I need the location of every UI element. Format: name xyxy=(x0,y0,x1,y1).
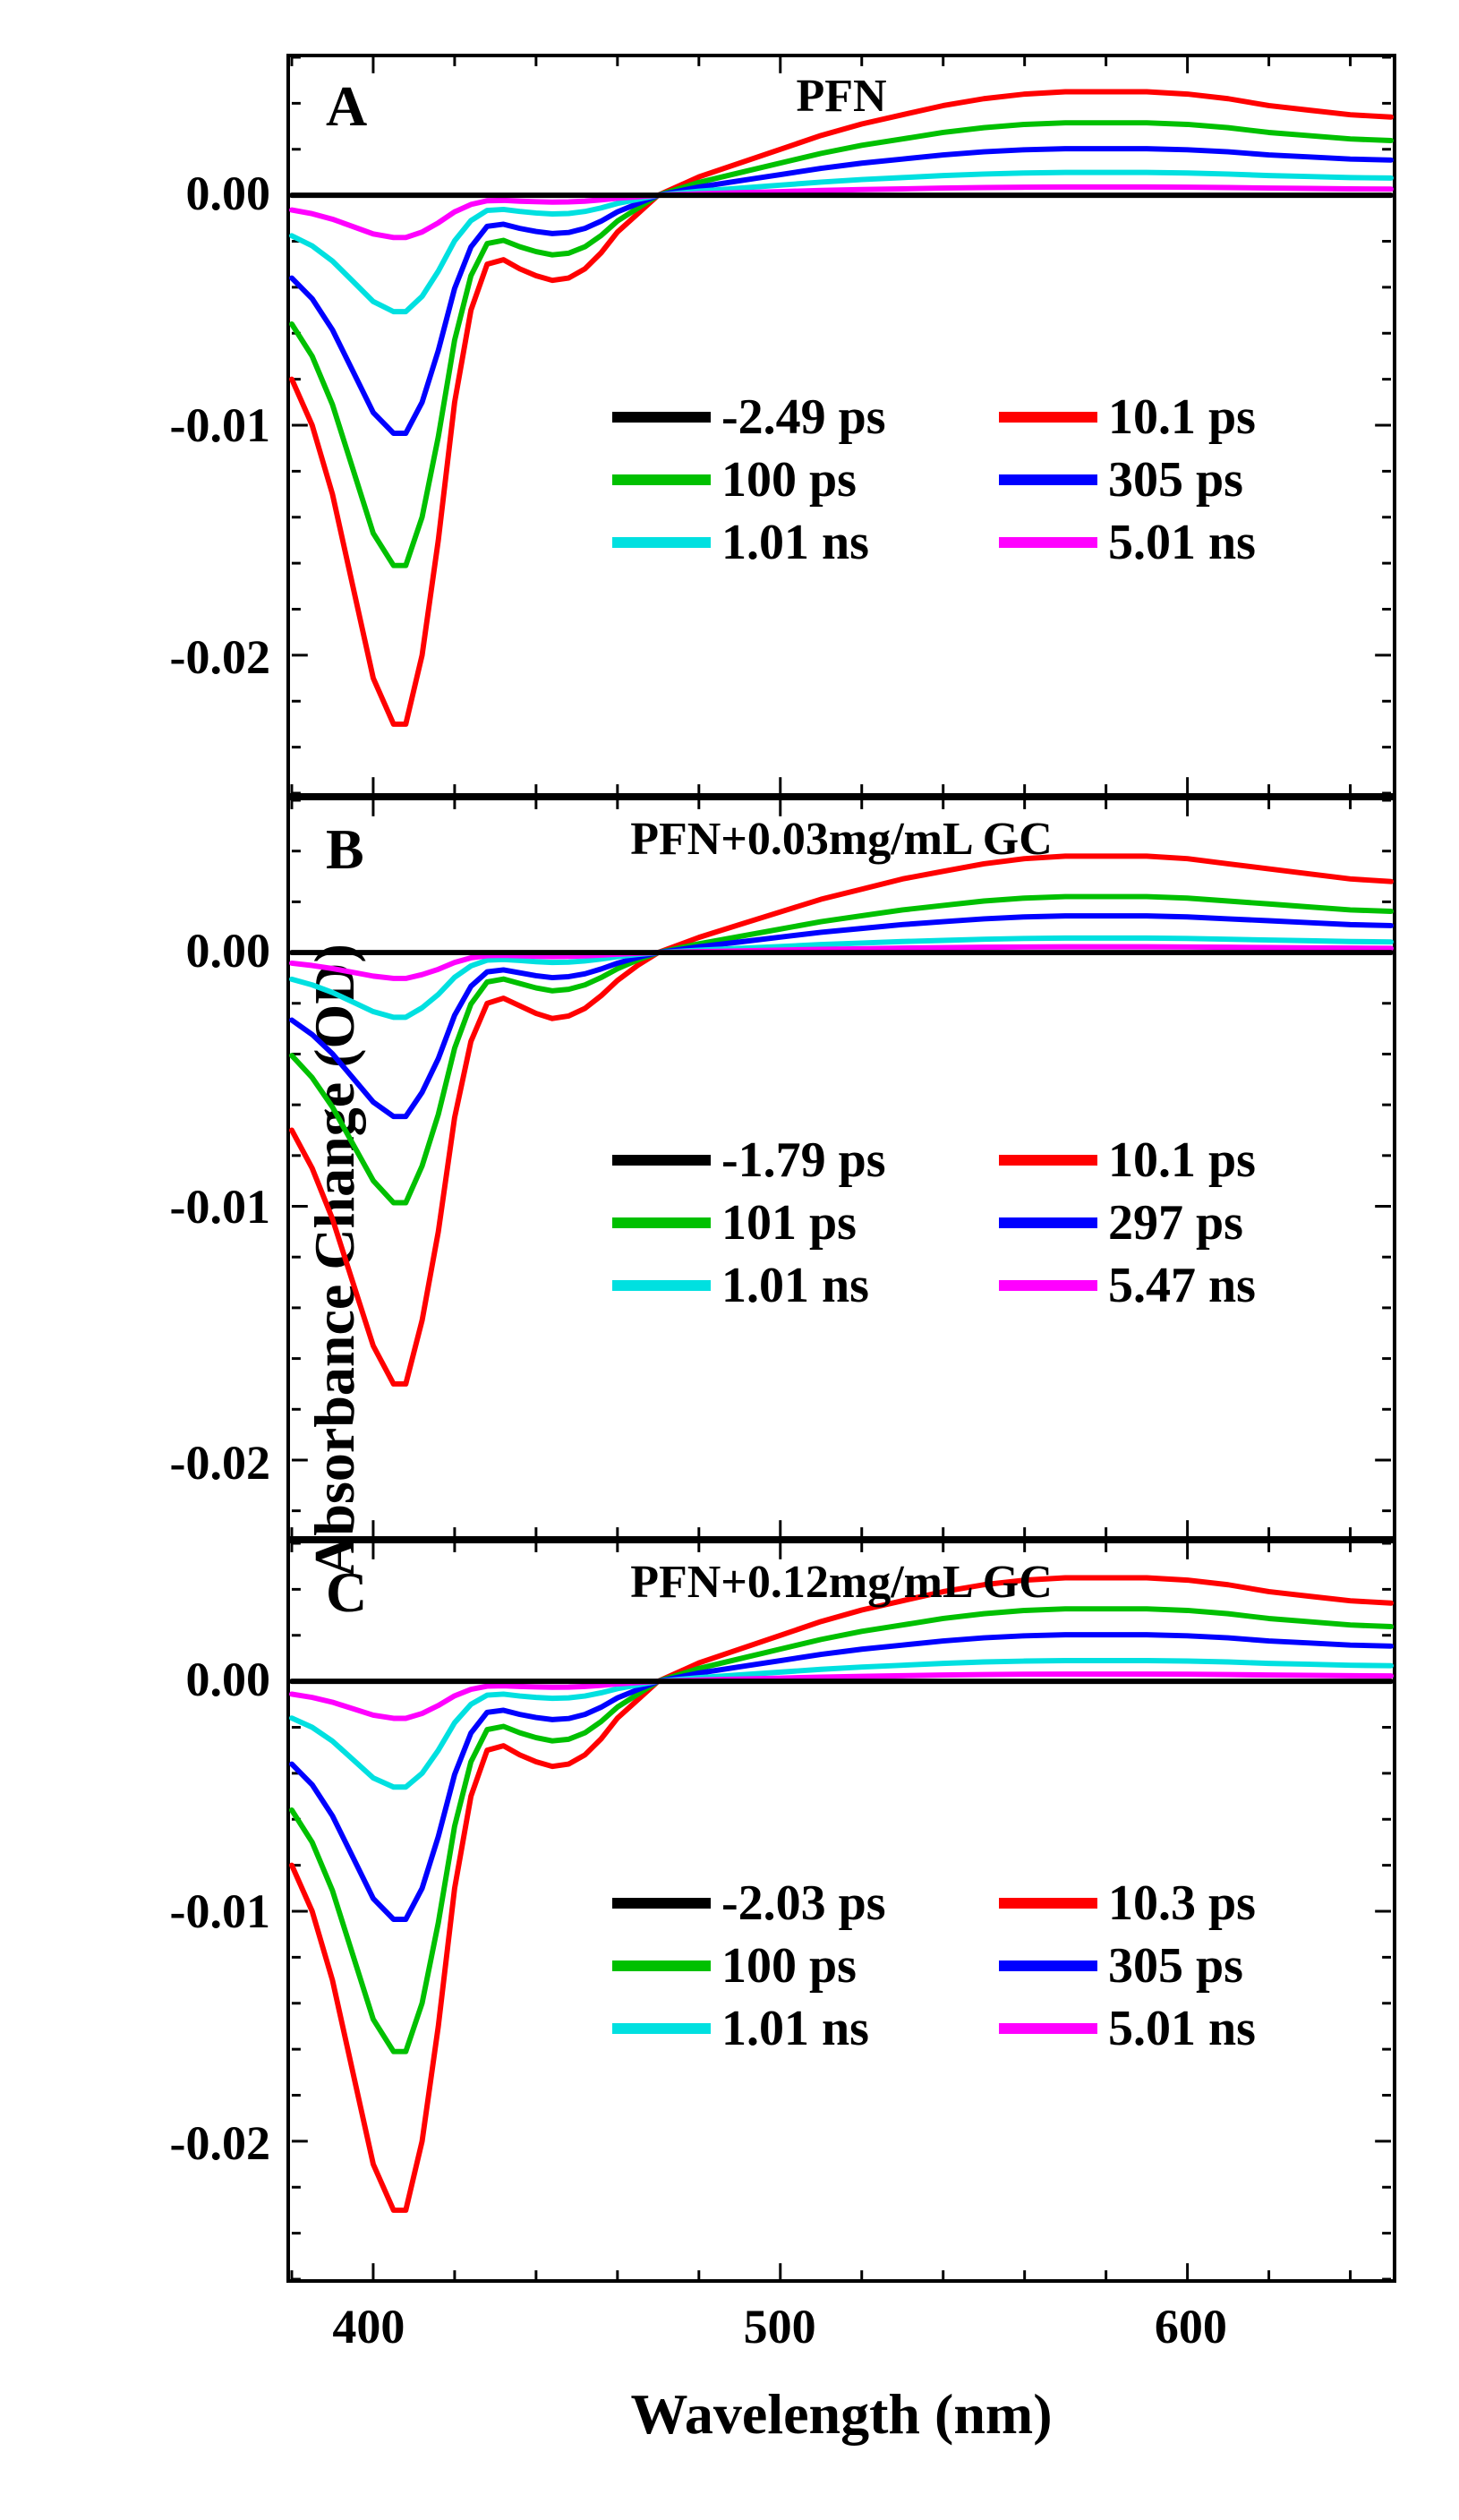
legend-row: 1.01 ns 5.01 ns xyxy=(612,514,1332,571)
y-tick-label: -0.02 xyxy=(170,629,270,685)
legend-label: 101 ps xyxy=(721,1194,945,1251)
x-axis-label: Wavelength (nm) xyxy=(630,2381,1052,2447)
panel-title-A: PFN xyxy=(796,70,886,123)
legend-row: 100 ps 305 ps xyxy=(612,451,1332,508)
panel-letter-C: C xyxy=(326,1559,367,1626)
legend-label: -1.79 ps xyxy=(721,1132,945,1189)
panel-title-B: PFN+0.03mg/mL GC xyxy=(630,813,1053,866)
legend-swatch xyxy=(999,1898,1097,1909)
legend-label: 5.01 ns xyxy=(1108,2000,1332,2057)
legend-label: 10.3 ps xyxy=(1108,1875,1332,1932)
legend-row: 101 ps 297 ps xyxy=(612,1194,1332,1251)
panel-title-C: PFN+0.12mg/mL GC xyxy=(630,1556,1053,1609)
legend-label: 305 ps xyxy=(1108,451,1332,508)
legend-label: 1.01 ns xyxy=(721,1257,945,1314)
panel-letter-A: A xyxy=(326,73,367,140)
legend-swatch xyxy=(999,1960,1097,1971)
legend-B: -1.79 ps 10.1 ps 101 ps 297 ps 1.01 ns 5.47 n… xyxy=(612,1132,1332,1320)
legend-label: 305 ps xyxy=(1108,1937,1332,1995)
y-tick-label: -0.02 xyxy=(170,1435,270,1491)
legend-swatch xyxy=(612,1280,711,1291)
legend-swatch xyxy=(612,1898,711,1909)
legend-label: 100 ps xyxy=(721,1937,945,1995)
legend-label: 10.1 ps xyxy=(1108,1132,1332,1189)
y-tick-label: -0.01 xyxy=(170,1884,270,1939)
x-tick-label: 500 xyxy=(744,2299,816,2354)
legend-row: -1.79 ps 10.1 ps xyxy=(612,1132,1332,1189)
panel-C: C PFN+0.12mg/mL GC -2.03 ps 10.3 ps 100 ps 30… xyxy=(286,1540,1396,2283)
panel-letter-B: B xyxy=(326,816,364,883)
legend-row: 1.01 ns 5.01 ns xyxy=(612,2000,1332,2057)
panel-A: A PFN -2.49 ps 10.1 ps 100 ps 305 ps 1.01 ns 5.… xyxy=(286,54,1396,797)
legend-swatch xyxy=(612,412,711,423)
x-tick-label: 600 xyxy=(1155,2299,1227,2354)
legend-row: -2.49 ps 10.1 ps xyxy=(612,389,1332,446)
y-tick-label: 0.00 xyxy=(186,1652,271,1707)
legend-label: -2.49 ps xyxy=(721,389,945,446)
legend-swatch xyxy=(612,1217,711,1228)
legend-label: 5.47 ns xyxy=(1108,1257,1332,1314)
x-tick-label: 400 xyxy=(332,2299,405,2354)
legend-swatch xyxy=(612,537,711,548)
y-tick-label: -0.01 xyxy=(170,1179,270,1234)
legend-C: -2.03 ps 10.3 ps 100 ps 305 ps 1.01 ns 5.01 n… xyxy=(612,1875,1332,2063)
legend-row: 1.01 ns 5.47 ns xyxy=(612,1257,1332,1314)
legend-label: 1.01 ns xyxy=(721,514,945,571)
legend-swatch xyxy=(612,474,711,485)
y-tick-label: 0.00 xyxy=(186,166,271,221)
legend-row: -2.03 ps 10.3 ps xyxy=(612,1875,1332,1932)
legend-swatch xyxy=(612,2023,711,2034)
legend-swatch xyxy=(999,1217,1097,1228)
panel-B: B PFN+0.03mg/mL GC -1.79 ps 10.1 ps 101 ps 29… xyxy=(286,797,1396,1540)
legend-row: 100 ps 305 ps xyxy=(612,1937,1332,1995)
y-tick-label: 0.00 xyxy=(186,923,271,978)
legend-swatch xyxy=(999,1280,1097,1291)
legend-A: -2.49 ps 10.1 ps 100 ps 305 ps 1.01 ns 5.01 n… xyxy=(612,389,1332,577)
legend-label: 1.01 ns xyxy=(721,2000,945,2057)
legend-label: 297 ps xyxy=(1108,1194,1332,1251)
legend-swatch xyxy=(999,2023,1097,2034)
figure-root: Absorbance Change (OD) Wavelength (nm) A… xyxy=(0,0,1459,2520)
y-tick-label: -0.01 xyxy=(170,397,270,453)
legend-swatch xyxy=(999,537,1097,548)
legend-swatch xyxy=(612,1155,711,1166)
legend-swatch xyxy=(999,1155,1097,1166)
legend-swatch xyxy=(999,474,1097,485)
legend-label: -2.03 ps xyxy=(721,1875,945,1932)
legend-label: 5.01 ns xyxy=(1108,514,1332,571)
legend-swatch xyxy=(999,412,1097,423)
legend-swatch xyxy=(612,1960,711,1971)
legend-label: 10.1 ps xyxy=(1108,389,1332,446)
legend-label: 100 ps xyxy=(721,451,945,508)
y-tick-label: -0.02 xyxy=(170,2115,270,2171)
